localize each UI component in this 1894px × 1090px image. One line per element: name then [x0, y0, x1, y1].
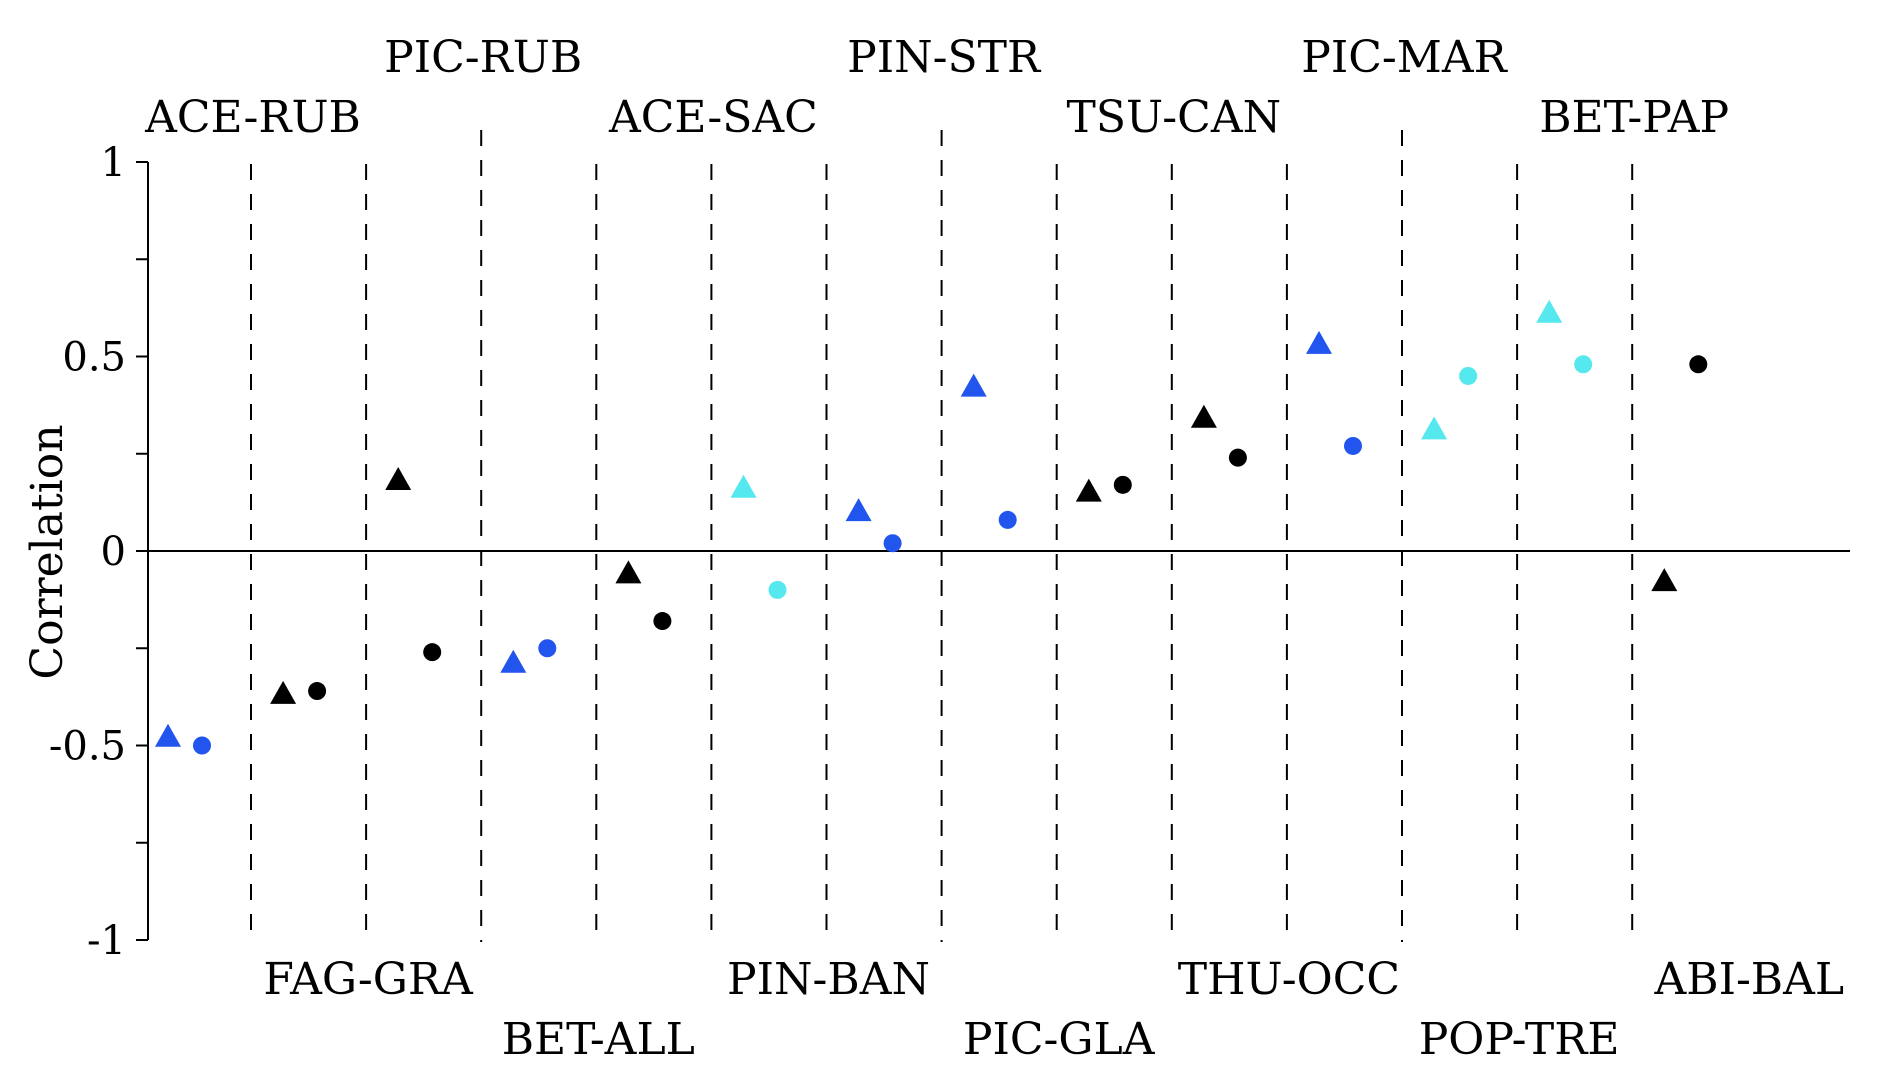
data-points — [155, 299, 1708, 755]
circle-point — [423, 643, 442, 662]
circle-point — [1113, 475, 1132, 494]
circle-point — [538, 639, 557, 658]
category-label: ACE-SAC — [608, 92, 818, 143]
triangle-point — [1421, 416, 1448, 440]
triangle-point — [1536, 299, 1563, 323]
circle-point — [653, 612, 672, 631]
triangle-point — [270, 680, 297, 704]
triangle-point — [845, 498, 872, 522]
circle-point — [1574, 355, 1593, 374]
category-labels: ACE-RUB FAG-GRA PIC-RUB BET-ALL ACE-SAC PIN-B… — [144, 32, 1844, 1065]
category-label: PIN-BAN — [727, 954, 930, 1005]
category-label: ACE-RUB — [144, 92, 361, 143]
category-label: ABI-BAL — [1653, 954, 1844, 1005]
category-separators — [250, 130, 1634, 942]
triangle-point — [385, 466, 412, 490]
y-tick-label: -0.5 — [49, 724, 126, 770]
circle-point — [883, 534, 902, 553]
y-tick-label: 0 — [101, 529, 126, 575]
y-tick-label: -1 — [87, 918, 126, 964]
circle-point — [308, 682, 327, 701]
triangle-point — [960, 373, 987, 397]
circle-point — [193, 736, 211, 755]
category-label: PIC-RUB — [384, 32, 582, 83]
category-label: POP-TRE — [1419, 1014, 1620, 1065]
category-label: BET-PAP — [1539, 92, 1729, 143]
category-label: PIN-STR — [847, 32, 1042, 83]
triangle-point — [1075, 478, 1102, 502]
circle-point — [1228, 448, 1247, 467]
circle-point — [768, 580, 787, 599]
category-label: PIC-GLA — [963, 1014, 1156, 1065]
category-label: FAG-GRA — [263, 954, 474, 1005]
circle-point — [998, 510, 1017, 529]
triangle-point — [730, 474, 757, 498]
category-label: BET-ALL — [502, 1014, 695, 1065]
y-tick-label: 0.5 — [62, 335, 126, 381]
circle-point — [1459, 366, 1478, 385]
triangle-point — [500, 649, 527, 673]
triangle-point — [1306, 330, 1332, 354]
circle-point — [1689, 355, 1708, 374]
y-axis-title: Correlation — [22, 424, 73, 679]
circle-point — [1344, 436, 1362, 455]
category-label: THU-OCC — [1178, 954, 1400, 1005]
triangle-point — [1190, 404, 1217, 428]
triangle-point — [615, 560, 642, 584]
triangle-point — [1651, 568, 1678, 592]
triangle-point — [155, 723, 181, 747]
category-label: PIC-MAR — [1301, 32, 1508, 83]
y-tick-label: 1 — [101, 140, 126, 186]
y-axis: -1 -0.5 0 0.5 1 — [49, 140, 1850, 964]
category-label: TSU-CAN — [1066, 92, 1281, 143]
